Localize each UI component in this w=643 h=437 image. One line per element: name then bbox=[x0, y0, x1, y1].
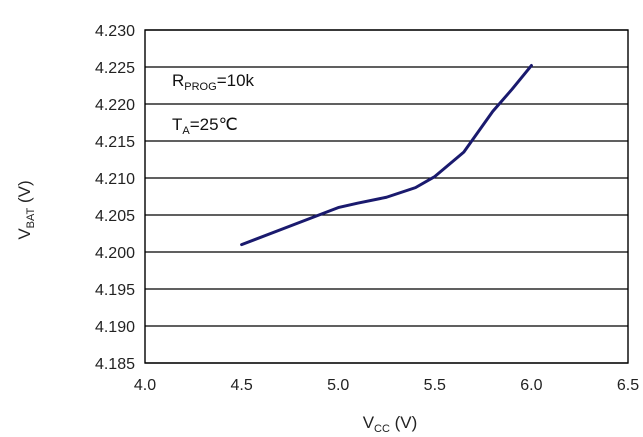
x-axis-title: VCC (V) bbox=[363, 413, 418, 435]
y-tick-label: 4.215 bbox=[95, 134, 135, 151]
y-tick-label: 4.230 bbox=[95, 23, 135, 40]
x-tick-label: 6.5 bbox=[617, 377, 639, 394]
x-tick-labels: 4.0 4.5 5.0 5.5 6.0 6.5 bbox=[134, 377, 639, 394]
y-tick-label: 4.210 bbox=[95, 171, 135, 188]
x-tick-label: 5.5 bbox=[424, 377, 446, 394]
y-tick-label: 4.225 bbox=[95, 60, 135, 77]
y-tick-label: 4.190 bbox=[95, 319, 135, 336]
y-tick-label: 4.195 bbox=[95, 282, 135, 299]
y-axis-title: VBAT (V) bbox=[15, 180, 37, 239]
plot-frame bbox=[144, 29, 629, 364]
x-tick-label: 4.5 bbox=[230, 377, 252, 394]
y-tick-label: 4.220 bbox=[95, 97, 135, 114]
series-layer bbox=[240, 64, 533, 247]
annotation-rprog: RPROG=10k bbox=[172, 71, 255, 93]
y-tick-label: 4.200 bbox=[95, 245, 135, 262]
plot-border bbox=[144, 29, 629, 364]
y-tick-label: 4.205 bbox=[95, 208, 135, 225]
x-tick-label: 6.0 bbox=[520, 377, 542, 394]
series-line-0 bbox=[240, 64, 533, 247]
y-tick-label: 4.185 bbox=[95, 356, 135, 373]
x-tick-label: 5.0 bbox=[327, 377, 349, 394]
x-tick-label: 4.0 bbox=[134, 377, 156, 394]
annotation-ta: TA=25℃ bbox=[172, 115, 238, 137]
y-tick-labels: 4.185 4.190 4.195 4.200 4.205 4.210 4.215 4.220… bbox=[95, 23, 135, 373]
